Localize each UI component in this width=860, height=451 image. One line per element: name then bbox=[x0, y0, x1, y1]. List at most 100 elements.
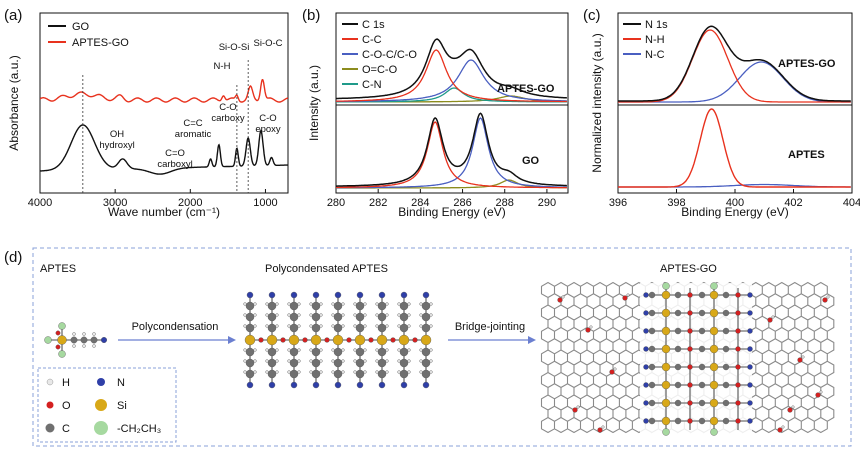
nitrogen-atom bbox=[643, 292, 649, 298]
oxygen-atom bbox=[258, 337, 264, 343]
polycondensated-aptes-structure bbox=[243, 291, 433, 389]
hydrogen-atom bbox=[375, 348, 379, 352]
legend-label-c: N-H bbox=[645, 34, 665, 46]
series-line-coc-go bbox=[336, 117, 567, 189]
carbon-atom bbox=[674, 309, 682, 317]
arrow-head-bridge-jointing bbox=[528, 336, 536, 344]
x-ticks-c: 396 398 400 402 404 bbox=[609, 189, 860, 209]
y-axis-label-b: Intensity (a.u.) bbox=[307, 65, 321, 141]
nitrogen-atom bbox=[246, 291, 254, 299]
x-tick-label-c: 402 bbox=[784, 197, 802, 209]
x-tick-label-c: 400 bbox=[726, 197, 744, 209]
hydrogen-atom bbox=[576, 405, 580, 409]
y-axis-label-a: Absorbance (a.u.) bbox=[7, 55, 21, 150]
hydrogen-atom bbox=[331, 324, 335, 328]
hydrogen-atom bbox=[613, 367, 617, 371]
legend-label-c: N-C bbox=[645, 49, 665, 61]
hydrogen-atom bbox=[407, 313, 411, 317]
hydrogen-atom bbox=[253, 359, 257, 363]
hydrogen-atom bbox=[309, 313, 313, 317]
x-tick-label-b: 286 bbox=[453, 197, 471, 209]
hydrogen-atom bbox=[353, 348, 357, 352]
hydrogen-atom bbox=[331, 359, 335, 363]
carbon-atom bbox=[399, 347, 409, 357]
carbon-atom bbox=[698, 399, 706, 407]
hydrogen-atom bbox=[309, 324, 313, 328]
carbon-atom bbox=[245, 312, 255, 322]
silicon-atom bbox=[420, 334, 432, 346]
annotation-hydroxyl: hydroxyl bbox=[99, 140, 134, 151]
sample-label-aptes-c: APTES bbox=[788, 149, 825, 161]
plot-frame-b bbox=[335, 12, 569, 194]
annotation-carboxy: carboxy bbox=[211, 113, 245, 124]
hydrogen-atom bbox=[265, 370, 269, 374]
carbon-atom bbox=[399, 369, 409, 379]
nitrogen-atom bbox=[268, 381, 276, 389]
carbon-atom bbox=[648, 381, 656, 389]
legend-label-o: O bbox=[62, 400, 71, 412]
hydrogen-atom bbox=[341, 348, 345, 352]
nitrogen-atom bbox=[747, 400, 753, 406]
y-axis-label-c: Normalized intensity (a.u.) bbox=[590, 33, 604, 172]
carbon-atom bbox=[674, 327, 682, 335]
hydrogen-atom bbox=[319, 359, 323, 363]
oxygen-atom bbox=[735, 310, 741, 316]
panel-label-c: (c) bbox=[583, 7, 601, 24]
hydrogen-atom bbox=[287, 302, 291, 306]
x-tick-label-a: 1000 bbox=[253, 197, 277, 209]
oxygen-atom bbox=[572, 407, 578, 413]
hydrogen-atom bbox=[82, 332, 86, 336]
carbon-atom bbox=[399, 312, 409, 322]
carbon-atom bbox=[355, 301, 365, 311]
ethyl-atom bbox=[662, 282, 670, 290]
legend-atom-n bbox=[97, 378, 105, 386]
oxygen-atom bbox=[412, 337, 418, 343]
legend-c: N 1s N-H N-C bbox=[623, 19, 668, 61]
nitrogen-atom bbox=[246, 381, 254, 389]
legend-label-go: GO bbox=[72, 21, 90, 33]
oxygen-atom bbox=[597, 427, 603, 433]
nitrogen-atom bbox=[643, 310, 649, 316]
hydrogen-atom bbox=[253, 324, 257, 328]
nitrogen-atom bbox=[400, 291, 408, 299]
carbon-atom bbox=[421, 358, 431, 368]
carbon-atom bbox=[421, 347, 431, 357]
silicon-atom bbox=[661, 290, 671, 300]
bridge-region bbox=[640, 283, 752, 433]
carbon-atom bbox=[355, 369, 365, 379]
carbon-atom bbox=[421, 312, 431, 322]
carbon-atom bbox=[245, 323, 255, 333]
hydrogen-atom bbox=[309, 302, 313, 306]
hydrogen-atom bbox=[297, 359, 301, 363]
carbon-atom bbox=[722, 327, 730, 335]
annotation-n-h: N-H bbox=[214, 61, 231, 72]
hydrogen-atom bbox=[287, 313, 291, 317]
legend-label-aptes-go: APTES-GO bbox=[72, 37, 129, 49]
hydrogen-atom bbox=[419, 359, 423, 363]
carbon-atom bbox=[245, 358, 255, 368]
carbon-atom bbox=[648, 417, 656, 425]
carbon-atom bbox=[311, 358, 321, 368]
hydrogen-atom bbox=[397, 359, 401, 363]
carbon-atom bbox=[311, 347, 321, 357]
hydrogen-atom bbox=[92, 344, 96, 348]
carbon-atom bbox=[245, 369, 255, 379]
carbon-atom bbox=[355, 347, 365, 357]
hydrogen-atom bbox=[781, 425, 785, 429]
nitrogen-atom bbox=[643, 418, 649, 424]
carbon-atom bbox=[245, 301, 255, 311]
carbon-atom bbox=[674, 417, 682, 425]
hydrogen-atom bbox=[363, 313, 367, 317]
nitrogen-atom bbox=[747, 310, 753, 316]
nitrogen-atom bbox=[747, 346, 753, 352]
ethyl-atom bbox=[662, 428, 670, 436]
x-axis-label-a: Wave number (cm⁻¹) bbox=[108, 205, 220, 219]
hydrogen-atom bbox=[265, 324, 269, 328]
nitrogen-atom bbox=[290, 291, 298, 299]
legend-atom-ethyl bbox=[94, 421, 108, 435]
annotation-c-o-double: C=O bbox=[165, 148, 185, 159]
hydrogen-atom bbox=[407, 370, 411, 374]
x-tick-label-c: 396 bbox=[609, 197, 627, 209]
hydrogen-atom bbox=[319, 370, 323, 374]
hydrogen-atom bbox=[429, 348, 433, 352]
